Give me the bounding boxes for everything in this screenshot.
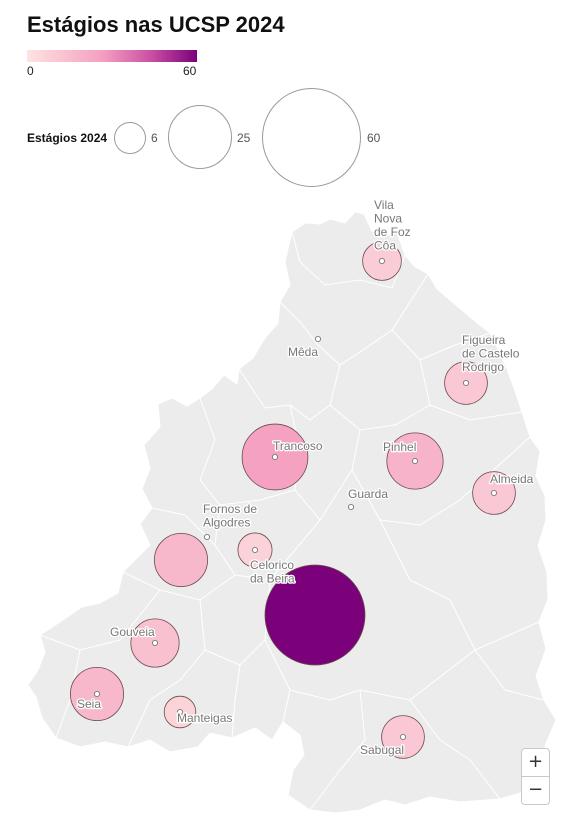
color-scale-min: 0	[27, 64, 34, 78]
place-label-pinhel: Pinhel	[383, 440, 416, 454]
place-marker-trancoso	[271, 453, 279, 461]
size-legend-circle-medium	[168, 105, 232, 169]
size-legend-circle-small	[114, 122, 146, 154]
size-legend-circle-large	[262, 88, 361, 187]
place-marker-pinhel	[411, 457, 419, 465]
place-marker-celorico-da-beira	[251, 546, 259, 554]
size-legend-label: Estágios 2024	[27, 131, 108, 145]
color-scale-bar	[27, 50, 197, 62]
place-marker-guarda	[347, 503, 355, 511]
zoom-in-button[interactable]: +	[521, 748, 550, 777]
place-label-vila-nova-de-foz-coa-line-1: Vila	[374, 198, 394, 212]
land-regions	[27, 211, 557, 814]
size-legend-value-medium: 25	[237, 131, 251, 145]
place-label-trancoso: Trancoso	[273, 439, 323, 453]
place-marker-figueira-de-castelo-rodrigo	[462, 379, 470, 387]
bubble-fornos-unlabelled[interactable]	[153, 532, 209, 588]
size-legend-value-large: 60	[367, 131, 381, 145]
place-label-fornos-de-algodres-line-2: Algodres	[203, 516, 250, 530]
district-land	[27, 211, 557, 814]
place-marker-almeida	[490, 489, 498, 497]
size-legend-value-small: 6	[151, 131, 158, 145]
place-label-celorico-da-beira-line-1: Celorico	[250, 558, 294, 572]
place-label-vila-nova-de-foz-coa-line-3: de Foz	[374, 225, 411, 239]
place-label-sabugal: Sabugal	[360, 743, 404, 757]
place-marker-vila-nova-de-foz-coa	[378, 257, 386, 265]
bubble-guarda-main[interactable]	[264, 564, 366, 666]
place-label-vila-nova-de-foz-coa-line-2: Nova	[374, 212, 402, 226]
place-label-guarda: Guarda	[348, 487, 388, 501]
place-label-figueira-de-castelo-rodrigo-line-3: Rodrigo	[462, 360, 504, 374]
place-label-almeida: Almeida	[490, 472, 534, 486]
place-label-fornos-de-algodres-line-1: Fornos de	[203, 502, 257, 516]
place-label-meda: Mêda	[288, 345, 318, 359]
place-label-gouveia: Gouveia	[110, 625, 155, 639]
color-scale-max: 60	[183, 64, 197, 78]
place-marker-seia	[93, 690, 101, 698]
place-marker-gouveia	[151, 639, 159, 647]
place-label-seia: Seia	[77, 697, 101, 711]
place-label-figueira-de-castelo-rodrigo-line-1: Figueira	[462, 333, 506, 347]
zoom-out-button[interactable]: −	[521, 776, 550, 805]
place-marker-sabugal	[399, 733, 407, 741]
place-marker-meda	[314, 335, 322, 343]
place-label-manteigas: Manteigas	[177, 711, 232, 725]
municipality-borders	[39, 231, 545, 811]
place-label-figueira-de-castelo-rodrigo-line-2: de Castelo	[462, 347, 520, 361]
place-marker-manteigas	[176, 708, 184, 716]
place-label-celorico-da-beira-line-2: da Beira	[250, 572, 295, 586]
map-title: Estágios nas UCSP 2024	[27, 12, 285, 37]
place-label-vila-nova-de-foz-coa-line-4: Côa	[374, 239, 396, 253]
place-marker-fornos-de-algodres	[203, 533, 211, 541]
